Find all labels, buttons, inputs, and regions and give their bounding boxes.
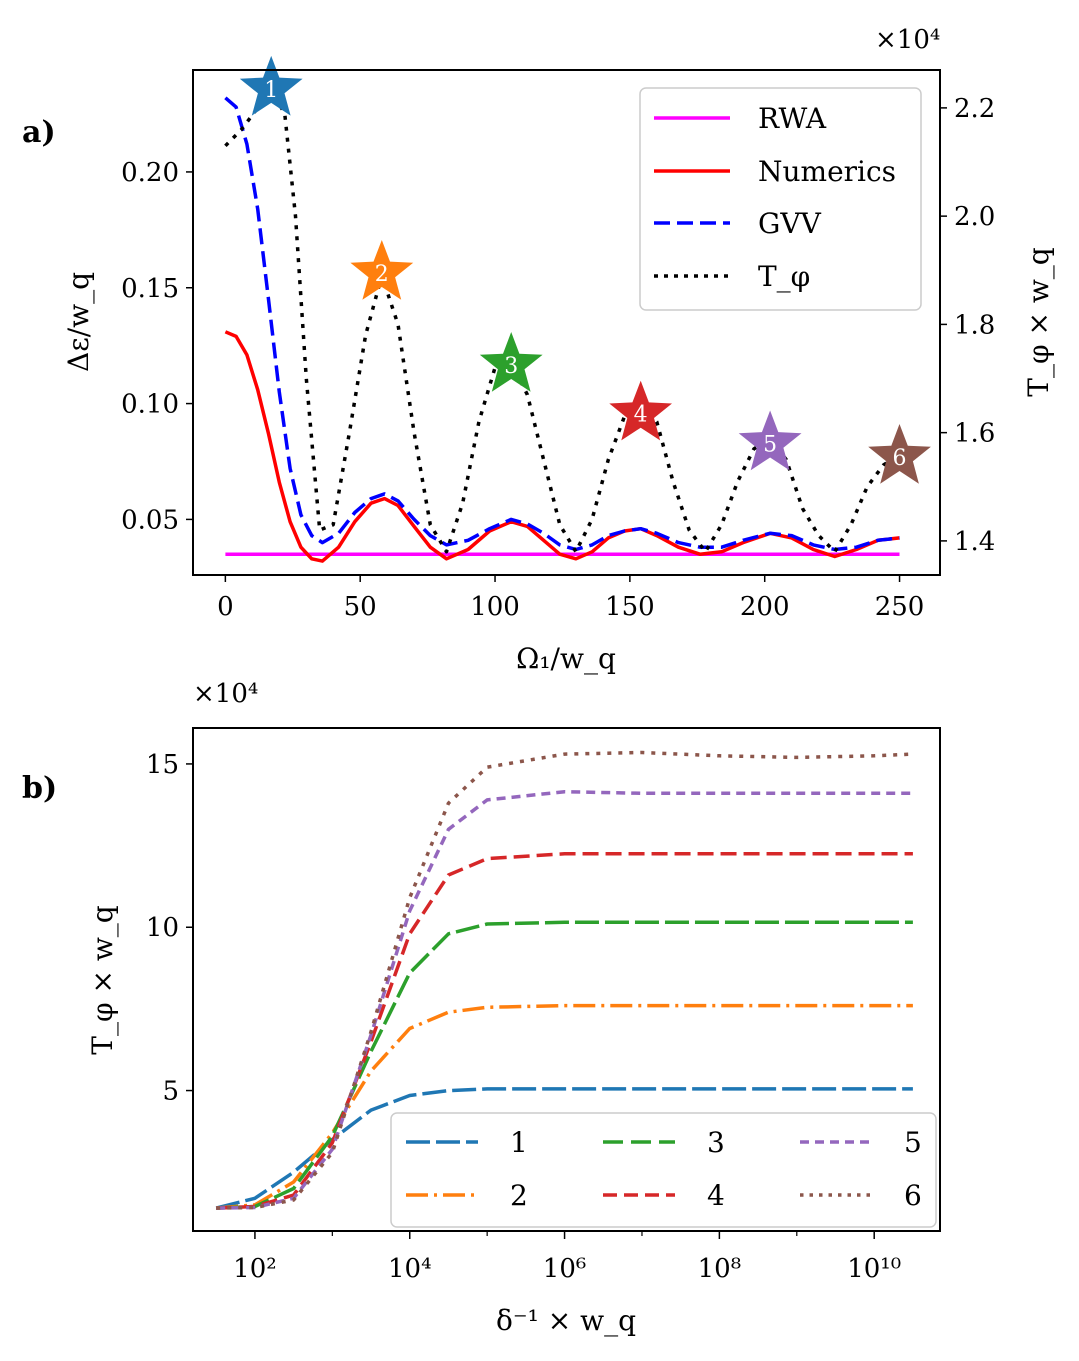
panel-a-y2-multiplier: ×10⁴ [875,25,940,55]
legend-label-numerics: Numerics [758,155,896,188]
panel-a-legend: RWA Numerics GVV T_φ [639,87,922,311]
star-marker-3 [479,332,543,392]
panel-b-series [215,750,913,1210]
y2-tick-label: 1.8 [954,310,995,340]
x-tick-label: 10⁶ [543,1254,587,1284]
legend-label-1: 1 [510,1126,528,1159]
panel-b-x-ticks: 10² 10⁴ 10⁶ 10⁸ 10¹⁰ [233,1231,901,1284]
panel-b-y-multiplier: ×10⁴ [193,679,258,709]
panel-a-xlabel: Ω₁/w_q [516,642,616,675]
panel-a-legend-box [639,87,922,311]
x-tick-label: 0 [217,592,234,622]
x-tick-label: 200 [740,592,790,622]
star-label-4: 4 [634,403,648,428]
panel-b-ylabel: T_φ × w_q [86,905,119,1055]
panel-a-stars: 1 2 3 4 5 6 [239,55,931,484]
series-numerics-line [224,330,900,563]
y2-tick-label: 2.0 [954,202,995,232]
y2-tick-label: 2.2 [954,94,995,124]
legend-label-rwa: RWA [758,102,827,135]
panel-a-series [224,89,901,563]
star-marker-1 [239,55,303,116]
star-marker-5 [738,410,802,471]
panel-a-frame [192,69,941,576]
legend-label-5: 5 [904,1126,922,1159]
series-2-line [216,1003,913,1210]
y-tick-label: 15 [146,750,179,780]
x-tick-label: 50 [344,592,377,622]
star-label-1: 1 [264,78,278,103]
panel-a-ylabel: Δε/w_q [62,272,95,372]
legend-label-tphi: T_φ [758,260,810,293]
x-tick-label: 10² [233,1254,277,1284]
panel-b-legend: 1 2 3 4 5 6 [390,1112,937,1228]
panel-a-y-ticks: 0.05 0.10 0.15 0.20 [121,158,193,535]
series-6-line [216,750,913,1210]
y-tick-label: 10 [146,913,179,943]
y2-tick-label: 1.4 [954,527,995,557]
legend-label-gvv: GVV [758,207,822,240]
series-5-line [216,789,913,1210]
series-t--line [224,89,901,554]
x-tick-label: 10⁴ [388,1254,432,1284]
star-marker-6 [868,424,931,484]
panel-a-x-ticks: 0 50 100 150 200 250 [217,575,924,622]
x-tick-label: 250 [875,592,925,622]
star-label-3: 3 [504,354,518,379]
panel-a-label: a) [22,115,56,150]
y-tick-label: 0.10 [121,390,179,420]
y-tick-label: 5 [162,1077,179,1107]
y-tick-label: 0.15 [121,274,179,304]
panel-a-y2label: T_φ × w_q [1022,247,1055,397]
legend-label-6: 6 [904,1179,922,1212]
series-3-line [216,920,913,1210]
panel-b-legend-box [390,1112,937,1228]
x-tick-label: 10⁸ [698,1254,742,1284]
panel-b-label: b) [22,771,57,806]
panel-a-y2-ticks: 1.4 1.6 1.8 2.0 2.2 [940,94,995,557]
star-marker-4 [609,380,672,441]
y2-tick-label: 1.6 [954,419,995,449]
star-label-6: 6 [893,446,907,471]
panel-b-y-ticks: 5 10 15 [146,750,193,1107]
panel-b-frame [192,727,941,1232]
legend-label-4: 4 [707,1179,725,1212]
legend-label-3: 3 [707,1126,725,1159]
panel-b-xlabel: δ⁻¹ × w_q [496,1304,636,1337]
y-tick-label: 0.05 [121,505,179,535]
series-1-line [215,1087,913,1210]
star-marker-2 [350,240,414,300]
series-gvv-line [224,96,900,552]
y-tick-label: 0.20 [121,158,179,188]
x-tick-label: 10¹⁰ [847,1254,901,1284]
legend-label-2: 2 [510,1179,528,1212]
x-tick-label: 150 [605,592,655,622]
x-tick-label: 100 [470,592,520,622]
star-label-5: 5 [763,432,777,457]
star-label-2: 2 [375,262,389,287]
